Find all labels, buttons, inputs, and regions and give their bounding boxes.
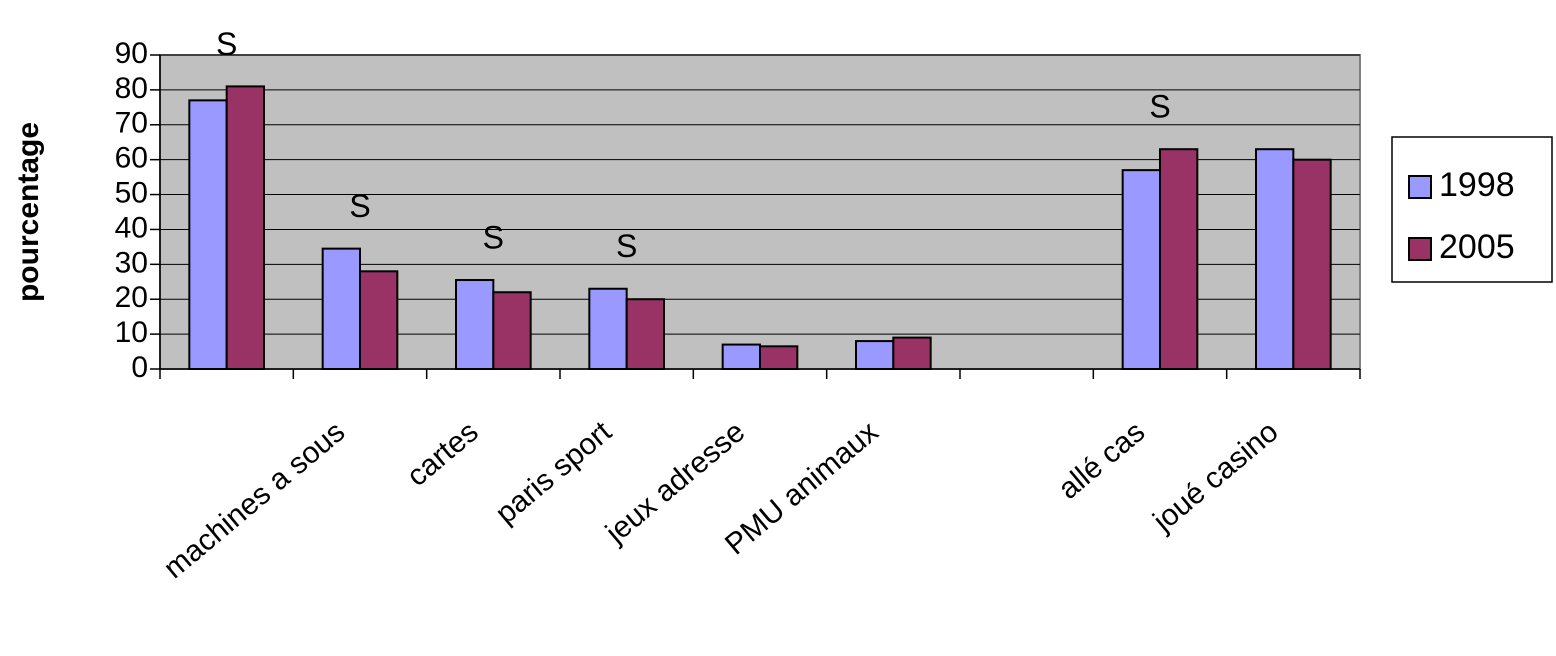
x-tick-label: joué casino [1146,415,1284,538]
legend-swatch [1408,237,1432,261]
bar [188,99,228,370]
y-tick-label: 70 [115,107,148,140]
legend-swatch [1408,175,1432,199]
bar [1255,148,1295,370]
bar [855,340,895,371]
bar [225,85,266,371]
bar [721,343,762,371]
annotation: S [216,26,237,62]
annotation: S [349,188,370,224]
bar [1159,148,1199,370]
annotation: S [1149,89,1170,125]
y-tick-label: 10 [115,316,148,349]
y-tick-label: 50 [115,176,148,209]
legend-label: 2005 [1439,228,1515,266]
x-tick-label: allé cas [1052,415,1151,506]
annotation: S [616,228,637,264]
y-tick-label: 40 [115,211,148,244]
y-tick-label: 80 [115,72,148,105]
bar [455,279,495,370]
y-tick-label: 20 [115,281,148,314]
bar [359,270,399,370]
x-tick-label: paris sport [489,415,618,531]
y-tick-label: 0 [131,351,148,384]
bar [492,291,532,370]
y-tick-label: 60 [115,142,148,175]
bar [321,247,361,370]
bar [625,298,666,371]
bar [1292,158,1332,370]
bar [759,345,799,371]
bar [892,336,932,371]
bar [588,287,628,370]
y-tick-label: 90 [115,37,148,70]
bar [1121,169,1161,370]
x-tick-label: cartes [401,415,485,493]
y-tick-label: 30 [115,246,148,279]
x-tick-label: machines a sous [158,415,352,585]
annotation: S [483,219,504,255]
y-axis-title: pourcentage [12,122,45,302]
legend-label: 1998 [1439,166,1515,204]
